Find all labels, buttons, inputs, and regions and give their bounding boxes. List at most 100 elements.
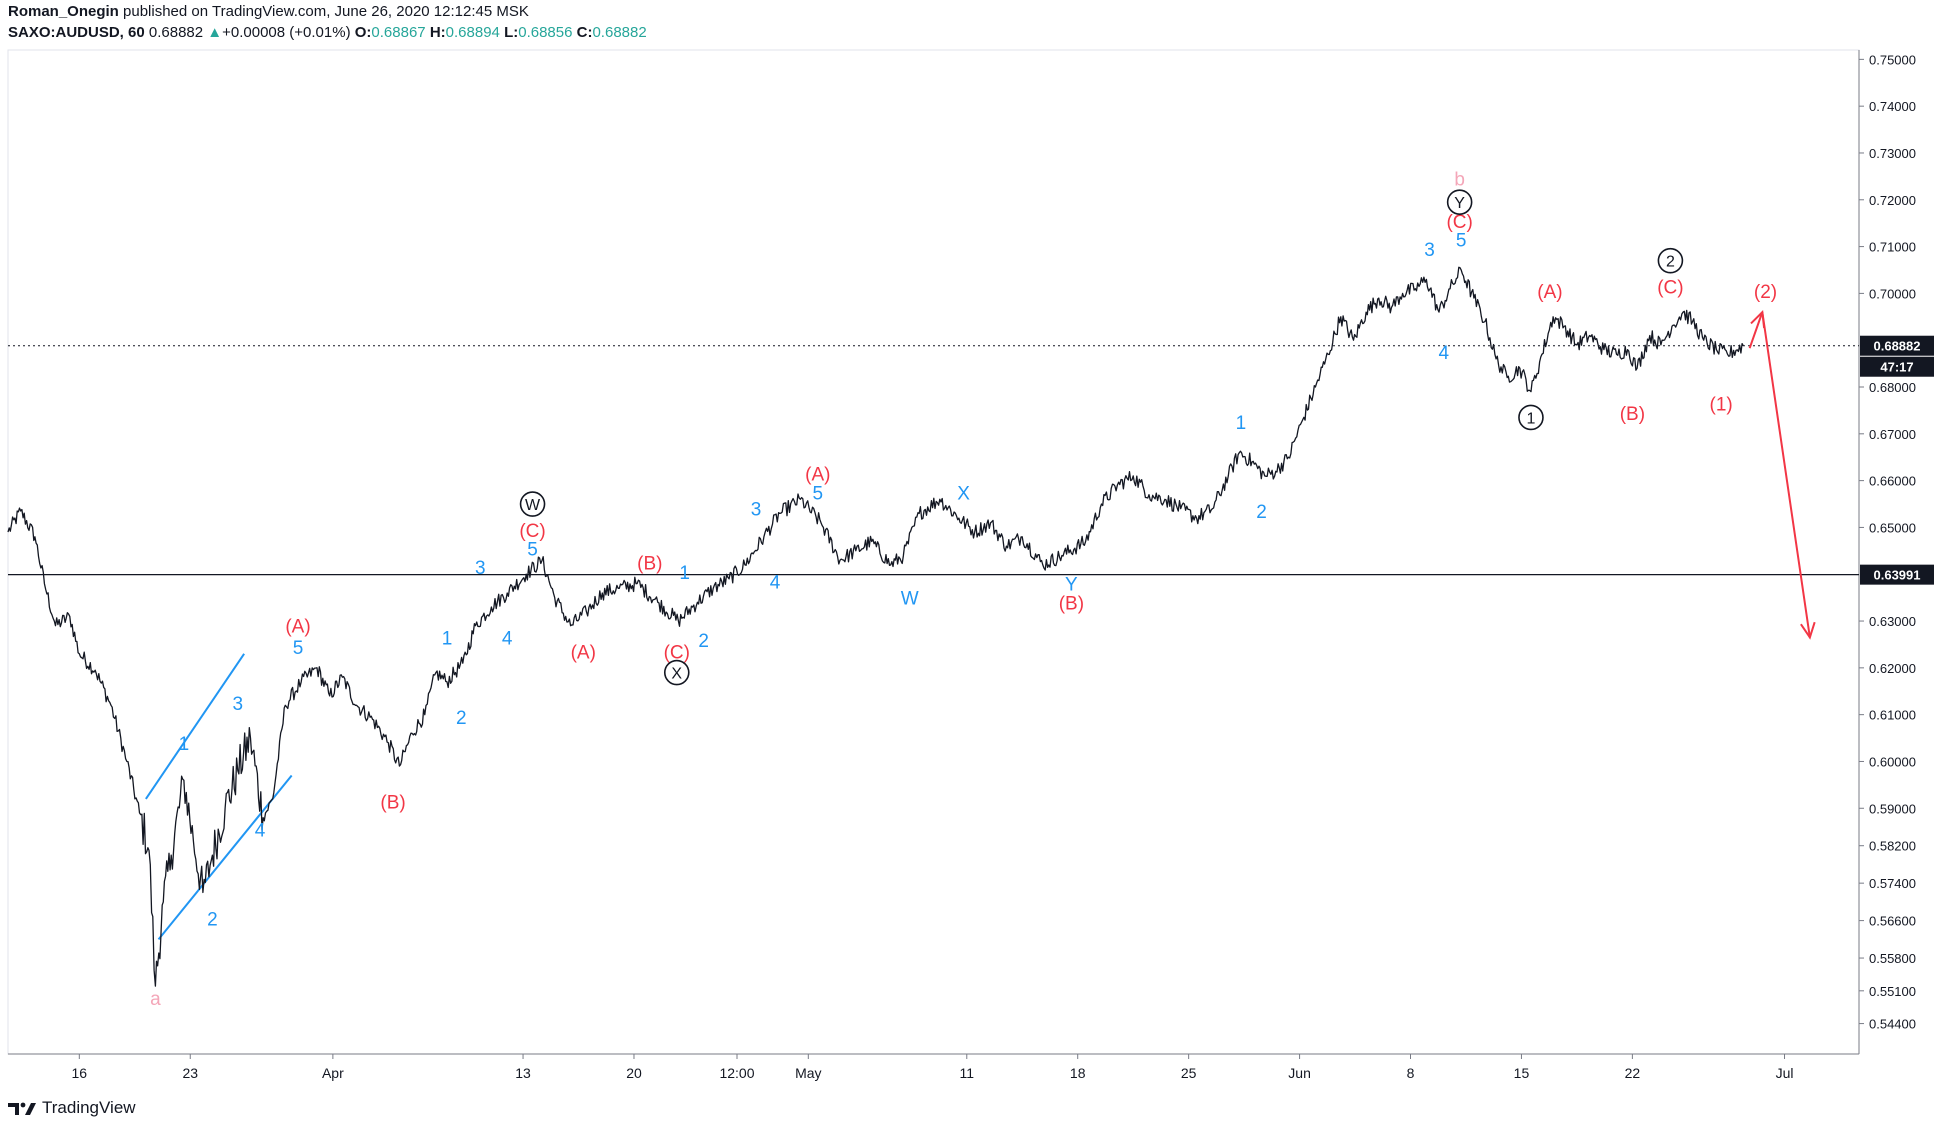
projection-path[interactable] (1748, 311, 1811, 638)
wave-label[interactable]: 5 (813, 483, 824, 504)
y-tick-label: 0.54400 (1869, 1017, 1916, 1032)
wave-label[interactable]: 1 (442, 628, 453, 649)
channel-trendline[interactable] (145, 653, 245, 800)
wave-label[interactable]: 2 (207, 909, 218, 930)
price-line (7, 266, 1744, 987)
open-value: 0.68867 (371, 24, 426, 41)
price-axis[interactable]: 0.75000 0.74000 0.73000 0.72000 0.71000 0.700… (1859, 52, 1916, 1032)
x-tick-label: Apr (322, 1065, 344, 1081)
y-tick-label: 0.57400 (1869, 876, 1916, 891)
wave-label[interactable]: 2 (1666, 254, 1675, 271)
wave-label[interactable]: 5 (1456, 231, 1467, 252)
price-change: +0.00008 (+0.01%) (222, 24, 351, 41)
symbol-legend: SAXO:AUDUSD, 60 0.68882 ▲+0.00008 (+0.01… (8, 24, 647, 41)
x-tick-label: 15 (1514, 1065, 1530, 1081)
wave-label[interactable]: 3 (233, 694, 244, 715)
close-value: 0.68882 (592, 24, 647, 41)
wave-label[interactable]: (B) (1620, 404, 1645, 425)
wave-label[interactable]: 3 (1424, 240, 1435, 261)
wave-label-circle (1446, 189, 1473, 215)
x-tick-label: 16 (72, 1065, 88, 1081)
wave-label[interactable]: 4 (770, 572, 781, 593)
projection-arrow[interactable] (1748, 309, 1816, 640)
wave-label-circle (663, 659, 690, 686)
x-tick-label: 13 (515, 1065, 531, 1081)
symbol-name[interactable]: SAXO:AUDUSD, 60 (8, 24, 145, 41)
wave-label[interactable]: W (901, 589, 919, 610)
wave-label[interactable]: 1 (679, 563, 690, 584)
arrow-head (1800, 621, 1816, 640)
wave-label-circle (519, 491, 546, 517)
wave-label[interactable]: (A) (285, 617, 310, 638)
wave-label[interactable]: W (525, 497, 541, 514)
wave-label[interactable]: 3 (475, 558, 486, 579)
y-tick-label: 0.60000 (1869, 754, 1916, 769)
wave-label[interactable]: (2) (1754, 282, 1777, 303)
wave-label[interactable]: 2 (456, 708, 467, 729)
wave-label[interactable]: 4 (502, 628, 513, 649)
y-tick-label: 0.59000 (1869, 801, 1916, 816)
trendlines[interactable] (145, 653, 293, 940)
x-tick-label: 23 (182, 1065, 198, 1081)
author-name[interactable]: Roman_Onegin (8, 3, 119, 20)
wave-label-circle (1518, 404, 1544, 431)
tradingview-logo-icon (8, 1102, 36, 1115)
wave-label[interactable]: 1 (1236, 413, 1247, 434)
x-tick-label: 11 (960, 1065, 975, 1081)
wave-label[interactable]: (B) (637, 554, 662, 575)
y-tick-label: 0.65000 (1869, 520, 1916, 535)
time-axis[interactable]: 16 23 Apr 13 20 12:00 May 11 18 25 Jun 8 15 22 Jul (72, 1054, 1794, 1081)
open-label: O: (354, 24, 372, 41)
y-tick-label: 0.72000 (1869, 193, 1916, 208)
change-up-icon: ▲ (207, 24, 223, 41)
wave-label[interactable]: (1) (1710, 394, 1733, 415)
wave-label[interactable]: (B) (1059, 593, 1084, 614)
wave-label[interactable]: 2 (1256, 502, 1267, 523)
y-tick-label: 0.58200 (1869, 839, 1916, 854)
wave-label[interactable]: Y (1454, 195, 1465, 212)
wave-label[interactable]: 1 (179, 734, 190, 755)
x-tick-label: May (795, 1065, 821, 1081)
y-tick-label: 0.55100 (1869, 984, 1916, 999)
current-price-tag: 0.68882 (1874, 339, 1921, 354)
current-price-tag-bg (1860, 335, 1934, 356)
horizontal-levels (8, 345, 1859, 576)
x-tick-label: 22 (1625, 1065, 1641, 1081)
high-value: 0.68894 (445, 24, 500, 41)
wave-label-circle (1657, 247, 1684, 274)
wave-label[interactable]: (C) (1446, 212, 1472, 233)
wave-label[interactable]: (A) (1537, 282, 1562, 303)
bar-countdown-tag: 47:17 (1880, 360, 1913, 375)
wave-label[interactable]: X (671, 666, 682, 683)
x-tick-label: Jul (1776, 1065, 1794, 1081)
wave-label[interactable]: b (1454, 170, 1465, 191)
wave-label[interactable]: (C) (519, 521, 545, 542)
wave-label[interactable]: Y (1065, 575, 1078, 596)
chart-frame (7, 49, 1860, 1055)
wave-label[interactable]: 3 (751, 500, 762, 521)
bar-countdown-tag-bg (1860, 356, 1934, 377)
wave-label[interactable]: 1 (1527, 410, 1536, 427)
price-series (7, 266, 1744, 987)
wave-label[interactable]: 5 (527, 540, 538, 561)
wave-label[interactable]: 5 (293, 638, 304, 659)
tradingview-logo[interactable]: TradingView (8, 1098, 136, 1118)
low-label: L: (504, 24, 519, 41)
wave-label[interactable]: X (957, 483, 970, 504)
wave-label[interactable]: (B) (380, 792, 405, 813)
wave-label[interactable]: (A) (571, 642, 596, 663)
wave-label[interactable]: (A) (805, 465, 830, 486)
x-tick-label: 8 (1407, 1065, 1415, 1081)
wave-label[interactable]: (C) (1657, 277, 1683, 298)
y-tick-label: 0.73000 (1869, 146, 1916, 161)
x-tick-label: Jun (1288, 1065, 1311, 1081)
wave-label[interactable]: 4 (255, 820, 266, 841)
wave-label[interactable]: (C) (664, 642, 690, 663)
wave-label[interactable]: 2 (698, 631, 709, 652)
y-tick-label: 0.71000 (1869, 240, 1916, 255)
wave-label[interactable]: 4 (1439, 343, 1450, 364)
footer-brand: TradingView (42, 1098, 136, 1117)
wave-label[interactable]: a (150, 989, 161, 1010)
